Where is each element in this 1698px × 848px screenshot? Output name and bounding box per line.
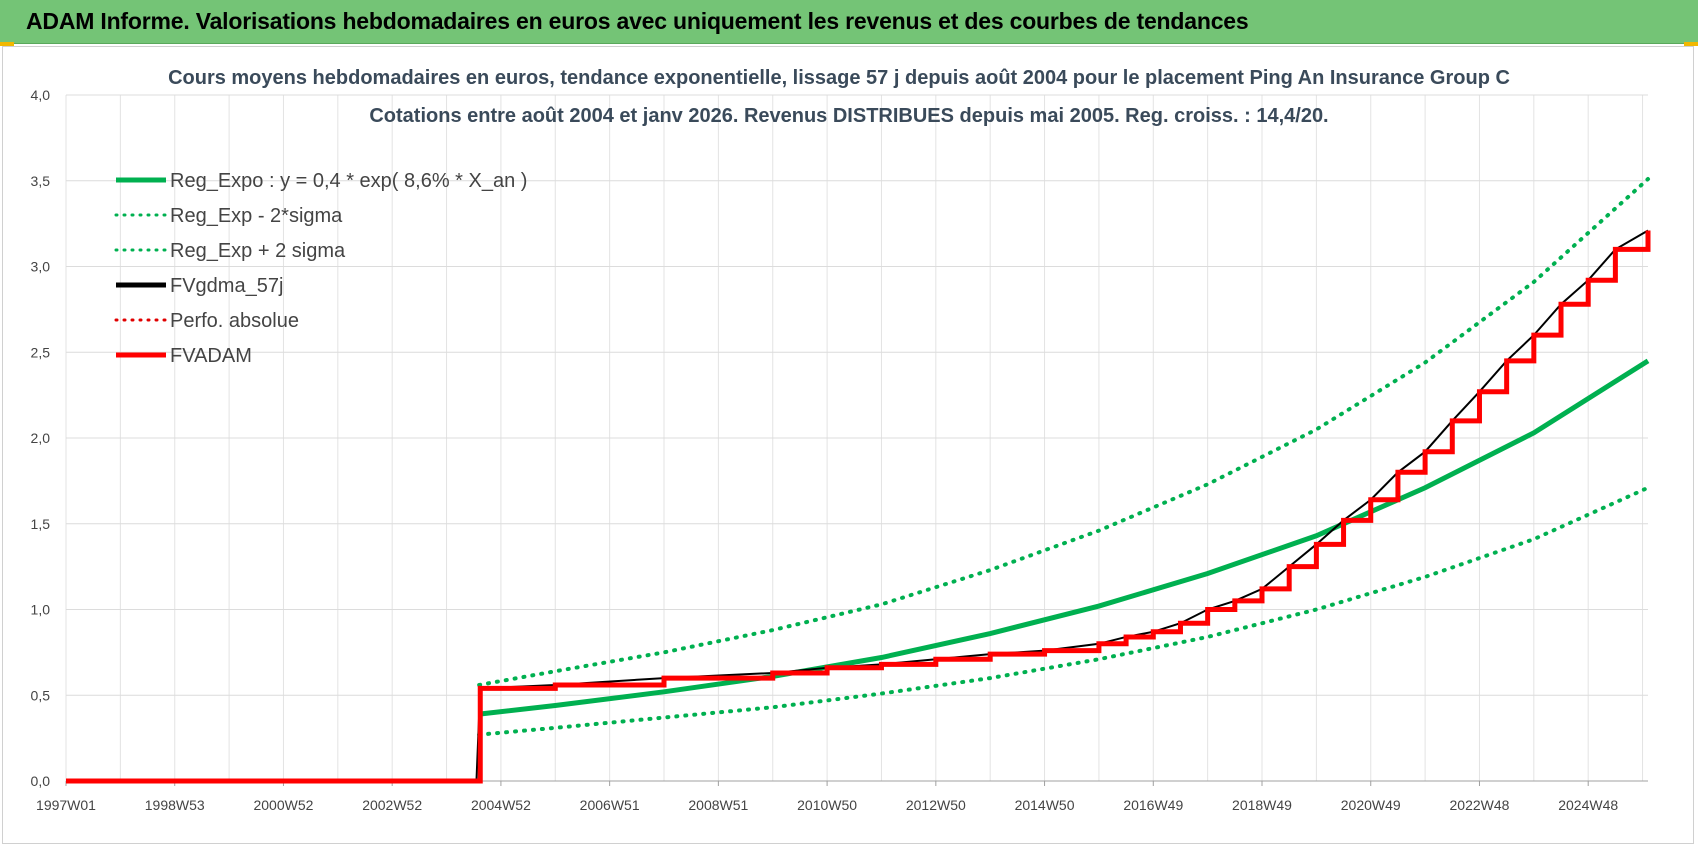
chart-legend: Reg_Expo : y = 0,4 * exp( 8,6% * X_an ) R… — [114, 170, 527, 367]
legend-entry-label: FVgdma_57j — [170, 275, 283, 297]
x-tick-label: 2012W50 — [906, 797, 966, 813]
x-tick-label: 1997W01 — [36, 797, 96, 813]
series-line-reg-exp-2-sigma — [477, 177, 1650, 687]
x-tick-label: 2006W51 — [580, 797, 640, 813]
chart-axes: 0,0 0,5 1,0 1,5 2,0 2,5 3,0 3,5 4,0 1997W01 1998W5… — [31, 87, 1648, 813]
x-tick-label: 2010W50 — [797, 797, 857, 813]
y-tick-label: 1,5 — [31, 516, 51, 532]
x-tick-label: 2024W48 — [1558, 797, 1618, 813]
x-tick-label: 2002W52 — [362, 797, 422, 813]
x-tick-label: 2016W49 — [1123, 797, 1183, 813]
y-tick-label: 3,5 — [31, 173, 51, 189]
y-tick-label: 4,0 — [31, 87, 51, 103]
series-line-reg-exp-2-sigma — [477, 485, 1650, 737]
report-title: ADAM Informe. Valorisations hebdomadaire… — [26, 8, 1249, 34]
legend-entry-label: Reg_Expo : y = 0,4 * exp( 8,6% * X_an ) — [170, 170, 527, 192]
chart-subtitle: Cotations entre août 2004 et janv 2026. … — [369, 105, 1328, 127]
y-tick-label: 0,0 — [31, 773, 51, 789]
x-tick-label: 2008W51 — [688, 797, 748, 813]
series-line-reg-expo-y-0-4-exp-8-6-x-an — [478, 358, 1650, 717]
x-tick-label: 2014W50 — [1015, 797, 1075, 813]
legend-entry-label: FVADAM — [170, 345, 252, 367]
legend-entry-label: Perfo. absolue — [170, 310, 299, 332]
x-tick-label: 2000W52 — [253, 797, 313, 813]
x-tick-label: 2020W49 — [1341, 797, 1401, 813]
y-tick-label: 2,0 — [31, 430, 51, 446]
legend-entry-label: Reg_Exp - 2*sigma — [170, 205, 343, 227]
frame-corner-left — [0, 42, 14, 46]
chart-series — [66, 177, 1651, 784]
x-tick-label: 2018W49 — [1232, 797, 1292, 813]
x-tick-label: 2004W52 — [471, 797, 531, 813]
x-tick-label: 2022W48 — [1450, 797, 1510, 813]
y-tick-label: 1,0 — [31, 602, 51, 618]
legend-entry-label: Reg_Exp + 2 sigma — [170, 240, 346, 262]
chart-titles: Cours moyens hebdomadaires en euros, ten… — [168, 67, 1510, 127]
chart-frame — [2, 46, 1694, 844]
chart-grid — [65, 94, 1648, 782]
y-tick-label: 2,5 — [31, 344, 51, 360]
frame-corner-right — [1684, 42, 1698, 46]
report-banner: ADAM Informe. Valorisations hebdomadaire… — [0, 0, 1698, 44]
chart-title: Cours moyens hebdomadaires en euros, ten… — [168, 67, 1510, 89]
y-tick-label: 3,0 — [31, 259, 51, 275]
y-tick-label: 0,5 — [31, 687, 51, 703]
series-line-fvadam — [66, 230, 1651, 784]
x-tick-label: 1998W53 — [145, 797, 205, 813]
